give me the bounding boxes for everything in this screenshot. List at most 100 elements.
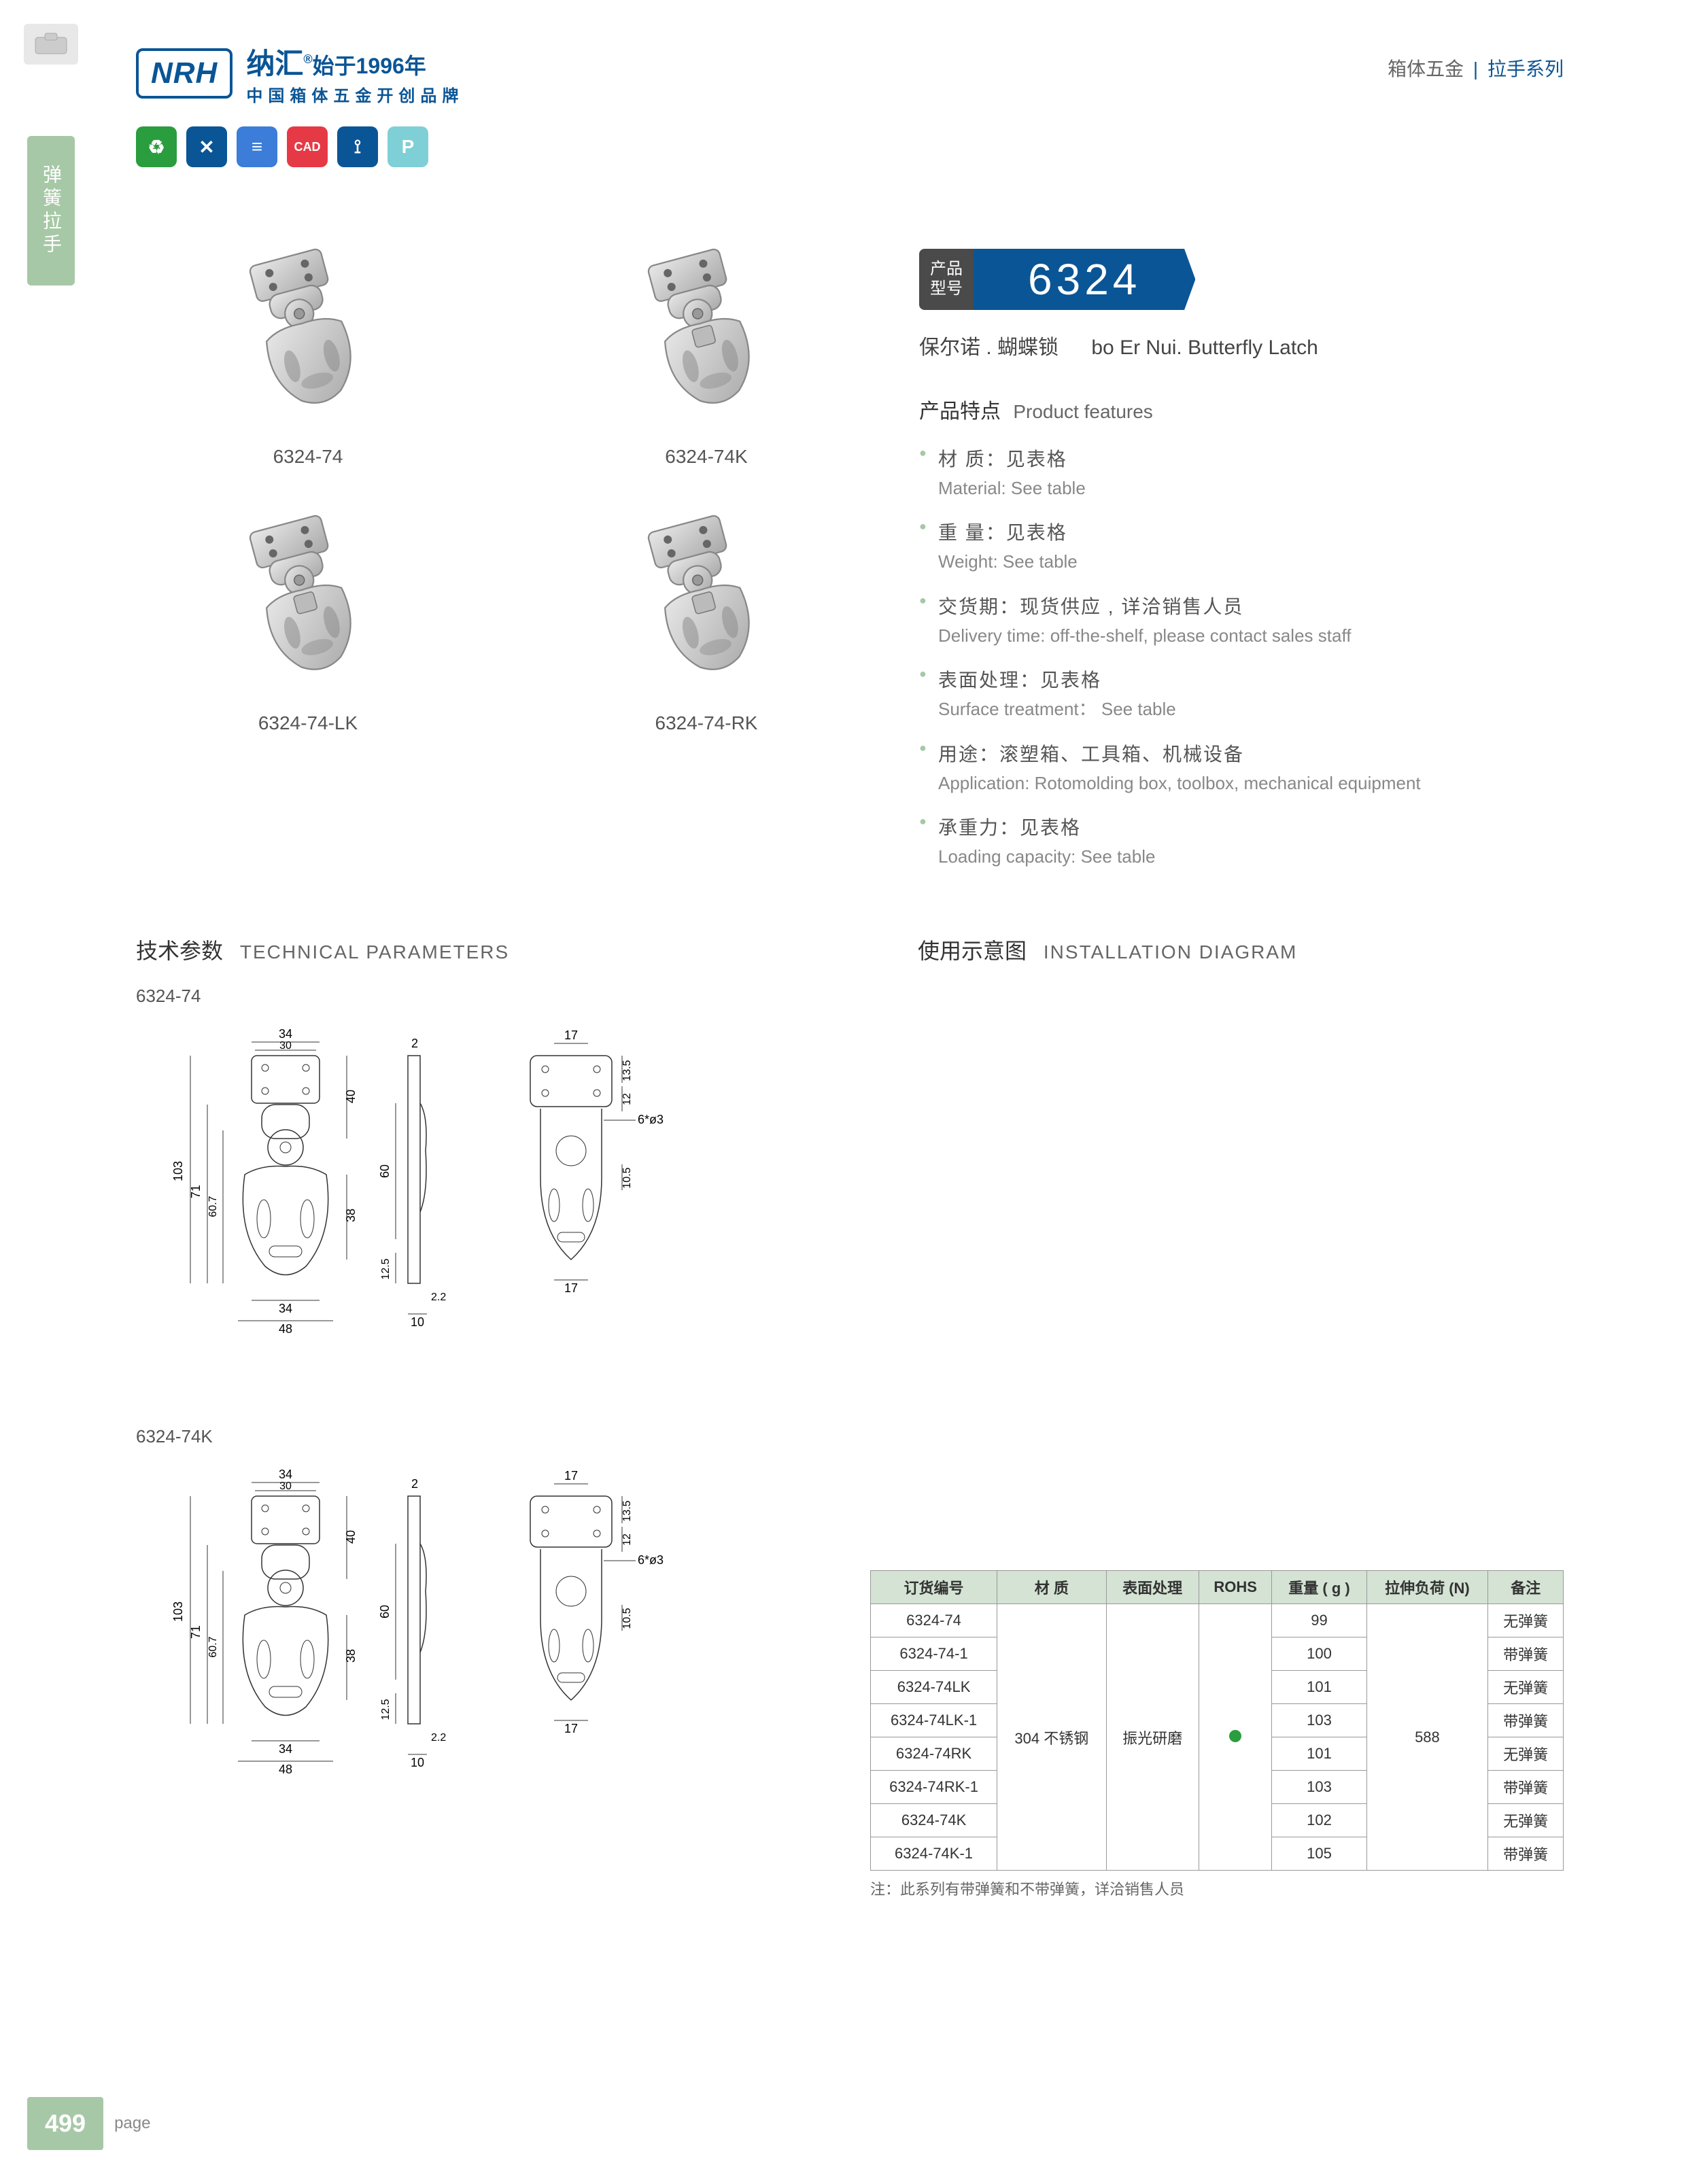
svg-text:40: 40	[344, 1530, 358, 1544]
svg-text:2: 2	[411, 1037, 418, 1050]
side-tab-text: 弹簧拉手	[37, 164, 65, 257]
cell-weight: 103	[1272, 1704, 1366, 1737]
page-number: 499	[27, 2097, 103, 2150]
cell-note: 带弹簧	[1488, 1837, 1564, 1871]
svg-text:17: 17	[564, 1028, 578, 1042]
badge-cad-icon: CAD	[287, 126, 328, 167]
svg-text:17: 17	[564, 1281, 578, 1295]
feature-cn: 材 质：见表格	[938, 445, 1564, 472]
svg-text:10.5: 10.5	[621, 1168, 633, 1189]
table-header-cell: 表面处理	[1106, 1571, 1199, 1604]
svg-text:34: 34	[279, 1302, 292, 1315]
badge-spring-icon: ≡	[237, 126, 277, 167]
spec-table-wrap: 订货编号材 质表面处理ROHS重量 ( g )拉伸负荷 (N)备注 6324-7…	[870, 1570, 1564, 1899]
table-row: 6324-74304 不锈钢振光研磨99588无弹簧	[871, 1604, 1564, 1637]
diagram-label: 6324-74K	[136, 1426, 850, 1447]
spec-table: 订货编号材 质表面处理ROHS重量 ( g )拉伸负荷 (N)备注 6324-7…	[870, 1570, 1564, 1871]
svg-text:103: 103	[171, 1601, 185, 1622]
svg-text:6*ø3: 6*ø3	[638, 1113, 664, 1126]
feature-cn: 表面处理：见表格	[938, 665, 1564, 693]
feature-cn: 用途：滚塑箱、工具箱、机械设备	[938, 740, 1564, 767]
svg-text:103: 103	[171, 1161, 185, 1181]
svg-text:34: 34	[279, 1027, 292, 1041]
product-label: 6324-74-RK	[534, 712, 878, 734]
feature-badges: ♻ ✕ ≡ CAD ⟟ P	[136, 126, 1564, 167]
feature-item: 材 质：见表格 Material: See table	[919, 445, 1564, 500]
logo-cn: 纳汇®始于1996年	[246, 41, 464, 82]
svg-text:48: 48	[279, 1763, 292, 1776]
badge-screw-icon: ⟟	[337, 126, 378, 167]
svg-text:60.7: 60.7	[207, 1637, 219, 1658]
spec-table-note: 注：此系列有带弹簧和不带弹簧，详洽销售人员	[870, 1877, 1564, 1899]
feature-item: 用途：滚塑箱、工具箱、机械设备 Application: Rotomolding…	[919, 740, 1564, 795]
product-number-banner: 产品 型号 6324	[919, 249, 1564, 310]
cell-rohs	[1199, 1604, 1272, 1871]
svg-text:12: 12	[621, 1533, 633, 1546]
feature-cn: 重 量：见表格	[938, 518, 1564, 545]
svg-text:2.2: 2.2	[431, 1292, 446, 1303]
feature-en: Loading capacity: See table	[938, 844, 1564, 869]
feature-en: Surface treatment： See table	[938, 697, 1564, 721]
diagram-label: 6324-74	[136, 986, 850, 1007]
product-name: 保尔诺 . 蝴蝶锁 bo Er Nui. Butterfly Latch	[919, 330, 1564, 360]
svg-text:38: 38	[344, 1649, 358, 1663]
svg-text:71: 71	[189, 1625, 203, 1639]
product-image	[199, 228, 417, 432]
svg-text:13.5: 13.5	[621, 1060, 633, 1081]
svg-text:12.5: 12.5	[380, 1259, 392, 1280]
svg-text:10: 10	[411, 1756, 424, 1769]
cell-code: 6324-74-1	[871, 1637, 997, 1671]
cell-load: 588	[1366, 1604, 1488, 1871]
feature-cn: 承重力：见表格	[938, 813, 1564, 840]
feature-cn: 交货期：现货供应 , 详洽销售人员	[938, 592, 1564, 619]
banner-label: 产品 型号	[919, 249, 974, 310]
svg-text:60.7: 60.7	[207, 1196, 219, 1217]
cell-code: 6324-74K-1	[871, 1837, 997, 1871]
svg-text:60: 60	[378, 1164, 392, 1178]
page-label: page	[114, 2114, 150, 2133]
tech-diagram: 6324-74K 34 30 103 71 60.7 40 38 34 48	[136, 1426, 850, 1839]
logo-block: NRH 纳汇®始于1996年 中国箱体五金开创品牌	[136, 41, 464, 106]
features-title: 产品特点 Product features	[919, 394, 1564, 424]
badge-tools-icon: ✕	[186, 126, 227, 167]
tech-diagram: 6324-74 34 30 103 71 60.7 40 38 34 48	[136, 986, 850, 1399]
thumb-icon	[24, 24, 78, 65]
badge-p-icon: P	[388, 126, 428, 167]
side-category-tab: 弹簧拉手	[27, 136, 75, 285]
features-list: 材 质：见表格 Material: See table 重 量：见表格 Weigh…	[919, 445, 1564, 869]
tech-params-title: 技术参数 TECHNICAL PARAMETERS	[136, 934, 850, 965]
cell-note: 带弹簧	[1488, 1704, 1564, 1737]
cell-code: 6324-74RK-1	[871, 1771, 997, 1804]
cell-code: 6324-74K	[871, 1804, 997, 1837]
svg-text:48: 48	[279, 1322, 292, 1336]
product-image	[199, 495, 417, 699]
product-cell: 6324-74-RK	[534, 495, 878, 734]
badge-eco-icon: ♻	[136, 126, 177, 167]
svg-text:10.5: 10.5	[621, 1608, 633, 1629]
svg-text:17: 17	[564, 1469, 578, 1483]
product-image	[598, 495, 815, 699]
cell-weight: 103	[1272, 1771, 1366, 1804]
cell-weight: 105	[1272, 1837, 1366, 1871]
svg-text:30: 30	[279, 1040, 292, 1052]
cell-weight: 102	[1272, 1804, 1366, 1837]
cell-note: 带弹簧	[1488, 1771, 1564, 1804]
cell-note: 无弹簧	[1488, 1671, 1564, 1704]
product-images-grid: 6324-74 6324-74K	[136, 228, 878, 734]
cell-weight: 100	[1272, 1637, 1366, 1671]
table-header-cell: 订货编号	[871, 1571, 997, 1604]
feature-item: 重 量：见表格 Weight: See table	[919, 518, 1564, 574]
cell-material: 304 不锈钢	[997, 1604, 1106, 1871]
svg-text:2: 2	[411, 1477, 418, 1491]
product-image	[598, 228, 815, 432]
svg-text:60: 60	[378, 1605, 392, 1618]
svg-text:12.5: 12.5	[380, 1699, 392, 1720]
cell-code: 6324-74RK	[871, 1737, 997, 1771]
logo: NRH	[136, 48, 233, 99]
cell-finish: 振光研磨	[1106, 1604, 1199, 1871]
table-header-cell: 备注	[1488, 1571, 1564, 1604]
svg-text:30: 30	[279, 1480, 292, 1492]
product-label: 6324-74K	[534, 446, 878, 468]
page-header: NRH 纳汇®始于1996年 中国箱体五金开创品牌 箱体五金 | 拉手系列	[136, 41, 1564, 106]
cell-note: 无弹簧	[1488, 1604, 1564, 1637]
